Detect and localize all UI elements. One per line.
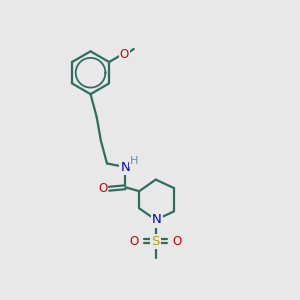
Text: N: N (152, 213, 162, 226)
Text: H: H (130, 155, 139, 166)
Text: N: N (121, 160, 130, 173)
Text: O: O (172, 235, 182, 248)
Text: S: S (152, 235, 160, 248)
Text: O: O (130, 235, 139, 248)
Text: O: O (120, 48, 129, 61)
Text: O: O (98, 182, 107, 195)
